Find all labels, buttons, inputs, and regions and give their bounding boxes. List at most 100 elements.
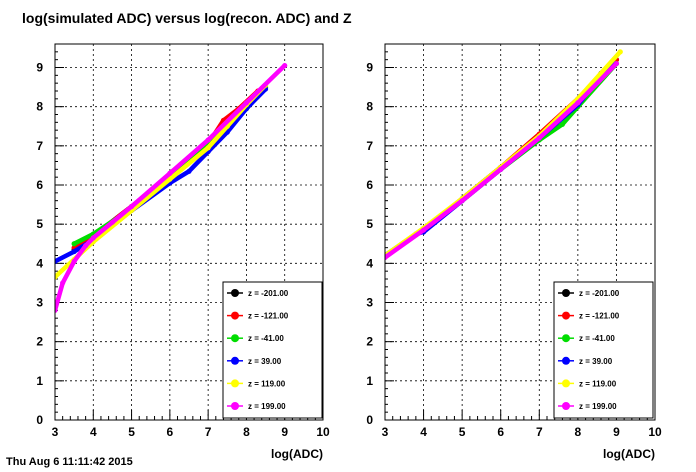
- x-tick-label: 4: [420, 425, 427, 439]
- data-point: [205, 145, 211, 151]
- y-tick-label: 1: [366, 374, 373, 388]
- data-point: [55, 307, 58, 313]
- data-point: [55, 274, 58, 280]
- legend-label: z = 119.00: [248, 379, 286, 388]
- page-title: log(simulated ADC) versus log(recon. ADC…: [22, 10, 352, 26]
- y-tick-label: 7: [36, 139, 43, 153]
- data-point: [617, 49, 623, 55]
- y-tick-label: 2: [36, 335, 43, 349]
- data-point: [71, 248, 77, 255]
- legend-label: z = -121.00: [248, 312, 289, 321]
- y-tick-label: 0: [36, 413, 43, 427]
- y-tick-label: 8: [36, 100, 43, 114]
- y-tick-label: 7: [366, 139, 373, 153]
- data-point: [60, 280, 66, 286]
- y-tick-label: 6: [36, 178, 43, 192]
- legend-marker: [231, 402, 239, 410]
- legend-label: z = -201.00: [248, 289, 289, 298]
- x-tick-label: 9: [281, 425, 288, 439]
- y-tick-label: 4: [366, 256, 373, 270]
- x-tick-label: 5: [459, 425, 466, 439]
- data-point: [167, 176, 173, 182]
- y-tick-label: 3: [36, 296, 43, 310]
- y-tick-label: 3: [366, 296, 373, 310]
- x-tick-label: 3: [52, 425, 59, 439]
- x-tick-label: 3: [382, 425, 389, 439]
- x-tick-label: 6: [497, 425, 504, 439]
- data-point: [71, 258, 77, 264]
- legend-label: z = -41.00: [579, 334, 615, 343]
- series-group: [385, 49, 623, 261]
- legend-label: z = -201.00: [579, 289, 620, 298]
- x-tick-label: 4: [90, 425, 97, 439]
- data-point: [243, 100, 250, 106]
- series-group: [55, 62, 288, 313]
- y-tick-label: 5: [366, 217, 373, 231]
- data-point: [498, 166, 504, 172]
- data-point: [83, 243, 89, 249]
- data-point: [575, 100, 581, 106]
- x-tick-label: 8: [243, 425, 250, 439]
- y-tick-label: 9: [366, 61, 373, 75]
- y-tick-label: 0: [366, 413, 373, 427]
- data-point: [167, 170, 173, 176]
- legend-label: z = 199.00: [248, 402, 286, 411]
- y-tick-label: 4: [36, 256, 43, 270]
- legend-marker: [562, 356, 570, 365]
- data-point: [385, 254, 388, 261]
- legend-box: [553, 281, 654, 419]
- legend-marker: [562, 379, 570, 388]
- legend-marker: [562, 334, 570, 343]
- data-point: [90, 235, 96, 241]
- plot-panel-2: 3 4 5 6 7 8 9 10 0 1 2 3 4 5 6 7 8 9 log(ADC) z = -201.00 z …: [366, 43, 662, 461]
- plot-panel-1: 3 4 5 6 7 8 9 10 0 1 2 3 4 5 6 7 8 9 log(ADC) z = -201.00 z …: [36, 43, 330, 461]
- y-tick-label: 2: [366, 335, 373, 349]
- legend-marker: [231, 356, 239, 365]
- x-axis-title: log(ADC): [603, 447, 655, 461]
- data-point: [282, 62, 288, 69]
- x-tick-label: 6: [167, 425, 174, 439]
- y-tick-label: 9: [36, 61, 43, 75]
- x-tick-label: 7: [205, 425, 212, 439]
- y-tick-label: 8: [366, 100, 373, 114]
- x-tick-label: 10: [648, 425, 662, 439]
- series-line: [385, 49, 623, 258]
- y-tick-label: 6: [366, 178, 373, 192]
- legend-label: z = 39.00: [579, 357, 613, 366]
- x-tick-label: 10: [316, 425, 330, 439]
- x-tick-label: 9: [613, 425, 620, 439]
- plot-frame: [384, 43, 656, 421]
- data-point: [109, 219, 116, 225]
- plot-frame: [54, 43, 324, 421]
- x-tick-label: 7: [536, 425, 543, 439]
- y-tick-label: 5: [36, 217, 43, 231]
- x-tick-label: 8: [575, 425, 582, 439]
- legend-marker: [231, 334, 239, 343]
- legend-marker: [562, 311, 570, 320]
- data-point: [128, 203, 135, 210]
- x-tick-label: 5: [128, 425, 135, 439]
- data-point: [55, 258, 58, 264]
- legend-marker: [231, 379, 239, 388]
- legend-label: z = -41.00: [248, 334, 284, 343]
- data-point: [420, 227, 427, 233]
- legend-label: z = 199.00: [579, 402, 617, 411]
- data-point: [536, 135, 542, 141]
- data-point: [459, 198, 465, 204]
- data-point: [205, 137, 211, 143]
- x-axis-title: log(ADC): [271, 447, 323, 461]
- legend-label: z = -121.00: [579, 312, 620, 321]
- y-tick-label: 1: [36, 374, 43, 388]
- legend-label: z = 119.00: [579, 379, 617, 388]
- legend-marker: [562, 402, 570, 410]
- data-point: [613, 60, 620, 67]
- legend-marker: [562, 289, 570, 297]
- data-point: [71, 241, 77, 247]
- timestamp-footer: Thu Aug 6 11:11:42 2015: [6, 456, 133, 468]
- legend-marker: [231, 311, 239, 320]
- series-line: [385, 59, 615, 258]
- legend-marker: [231, 289, 239, 297]
- legend-box: [222, 281, 323, 419]
- legend-label: z = 39.00: [248, 357, 282, 366]
